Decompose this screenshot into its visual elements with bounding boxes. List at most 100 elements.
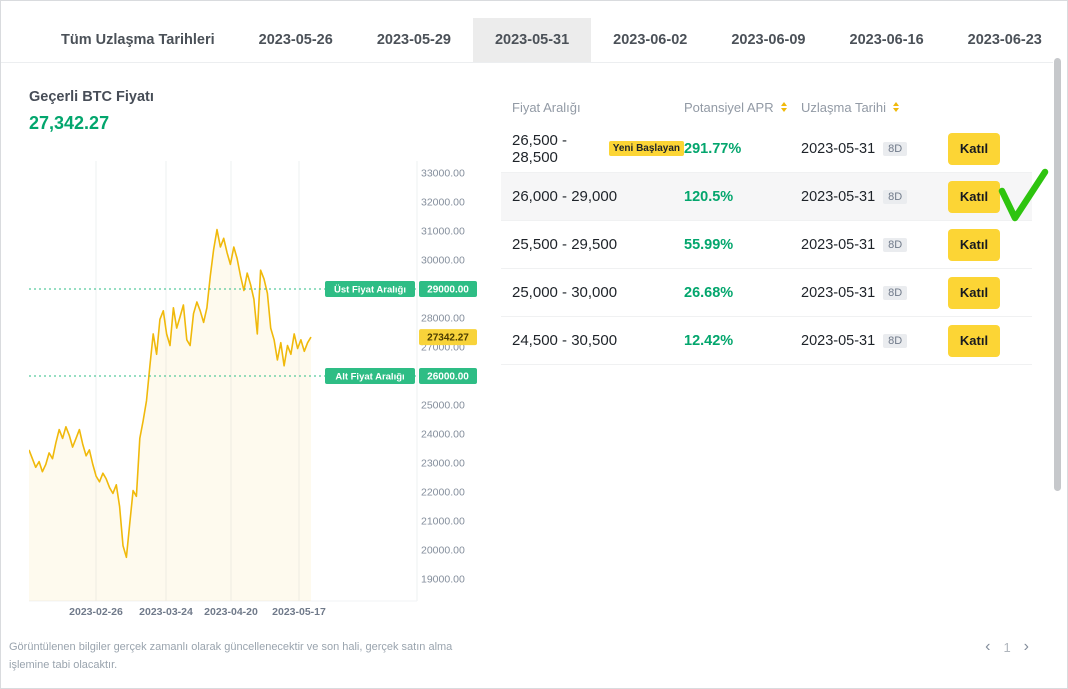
tab-label: 2023-05-29 <box>376 32 451 48</box>
settlement-date-cell: 2023-05-31 8D <box>801 189 948 205</box>
price-range-cell: 26,500 - 28,500 Yeni Başlayan <box>512 132 684 166</box>
tab-2023-06-02[interactable]: 2023-06-02 <box>591 18 709 62</box>
svg-text:30000.00: 30000.00 <box>421 255 465 267</box>
svg-text:20000.00: 20000.00 <box>421 545 465 557</box>
action-cell: Katıl <box>948 228 1032 261</box>
price-range: 26,000 - 29,000 <box>512 188 618 205</box>
tab-2023-06-09[interactable]: 2023-06-09 <box>709 18 827 62</box>
price-range-cell: 25,000 - 30,000 <box>512 284 684 301</box>
table-body: 26,500 - 28,500 Yeni Başlayan 291.77% 20… <box>501 125 1032 365</box>
action-cell: Katıl <box>948 324 1032 357</box>
subscribe-button[interactable]: Katıl <box>948 276 1000 309</box>
price-range: 25,500 - 29,500 <box>512 236 618 253</box>
header-settlement-date-label: Uzlaşma Tarihi <box>801 99 887 115</box>
price-range-cell: 26,000 - 29,000 <box>512 188 684 205</box>
current-price-title: Geçerli BTC Fiyatı <box>29 89 154 105</box>
disclaimer-text: Görüntülenen bilgiler gerçek zamanlı ola… <box>9 641 453 671</box>
table-row[interactable]: 24,500 - 30,500 12.42% 2023-05-31 8D Kat… <box>501 317 1032 365</box>
svg-text:21000.00: 21000.00 <box>421 516 465 528</box>
tab-label: 2023-05-31 <box>494 32 570 48</box>
tab-label: Tüm Uzlaşma Tarihleri <box>61 32 215 48</box>
apr-value: 26.68% <box>684 284 734 301</box>
tab-label: 2023-05-26 <box>258 32 333 48</box>
pagination: ‹ 1 › <box>985 639 1029 655</box>
svg-text:29000.00: 29000.00 <box>427 285 469 296</box>
price-range: 25,000 - 30,000 <box>512 284 618 301</box>
apr-value: 55.99% <box>684 236 734 253</box>
header-potential-apr-label: Potansiyel APR <box>684 99 774 115</box>
action-cell: Katıl <box>948 276 1032 309</box>
settlement-date-cell: 2023-05-31 8D <box>801 237 948 253</box>
tab-2023-05-26[interactable]: 2023-05-26 <box>237 18 355 62</box>
settlement-date: 2023-05-31 <box>801 236 876 253</box>
tab-2023-06-23[interactable]: 2023-06-23 <box>946 18 1064 62</box>
tab-2023-05-29[interactable]: 2023-05-29 <box>355 18 473 62</box>
subscribe-button[interactable]: Katıl <box>948 324 1000 357</box>
svg-text:2023-03-24: 2023-03-24 <box>139 606 193 618</box>
pagination-next-icon[interactable]: › <box>1023 638 1029 655</box>
tab-2023-06-16[interactable]: 2023-06-16 <box>828 18 946 62</box>
settlement-date-cell: 2023-05-31 8D <box>801 285 948 301</box>
subscribe-button[interactable]: Katıl <box>948 228 1000 261</box>
tab-label: 2023-06-02 <box>613 32 688 48</box>
table-row[interactable]: 25,000 - 30,000 26.68% 2023-05-31 8D Kat… <box>501 269 1032 317</box>
scrollbar-thumb[interactable] <box>1054 58 1061 491</box>
price-range: 26,500 - 28,500 <box>512 131 568 166</box>
header-settlement-date[interactable]: Uzlaşma Tarihi <box>801 100 948 115</box>
svg-text:Üst Fiyat Aralığı: Üst Fiyat Aralığı <box>334 285 406 296</box>
tab-label: 2023-06-09 <box>731 32 806 48</box>
svg-text:27342.27: 27342.27 <box>427 333 469 344</box>
settlement-date: 2023-05-31 <box>801 140 876 157</box>
pagination-prev-icon[interactable]: ‹ <box>985 638 991 655</box>
table-header: Fiyat Aralığı Potansiyel APR Uzlaşma Tar… <box>501 89 1032 125</box>
action-cell: Katıl <box>948 180 1032 213</box>
duration-badge: 8D <box>883 285 908 300</box>
price-range-cell: 24,500 - 30,500 <box>512 332 684 349</box>
subscribe-button[interactable]: Katıl <box>948 180 1000 213</box>
checkmark-annotation-icon <box>998 168 1049 222</box>
svg-text:32000.00: 32000.00 <box>421 197 465 209</box>
svg-text:2023-02-26: 2023-02-26 <box>69 606 123 618</box>
subscribe-button[interactable]: Katıl <box>948 132 1000 165</box>
header-price-range: Fiyat Aralığı <box>512 100 684 115</box>
sort-icon[interactable] <box>780 102 787 112</box>
new-listing-badge: Yeni Başlayan <box>608 141 684 156</box>
tab-label: 2023-06-16 <box>849 32 924 48</box>
sort-icon[interactable] <box>893 102 900 112</box>
btc-price-chart: 2023-02-26 2023-03-24 2023-04-20 2023-05-17… <box>29 161 477 618</box>
price-range: 24,500 - 30,500 <box>512 332 618 349</box>
settlement-date-tabs: Tüm Uzlaşma Tarihleri 2023-05-26 2023-05… <box>1 18 1053 63</box>
tab-2023-05-31[interactable]: 2023-05-31 <box>472 18 592 62</box>
settlement-date-cell: 2023-05-31 8D <box>801 141 948 157</box>
svg-text:24000.00: 24000.00 <box>421 429 465 441</box>
svg-text:28000.00: 28000.00 <box>421 313 465 325</box>
table-row[interactable]: 25,500 - 29,500 55.99% 2023-05-31 8D Kat… <box>501 221 1032 269</box>
svg-text:2023-04-20: 2023-04-20 <box>204 606 258 618</box>
header-price-range-label: Fiyat Aralığı <box>512 99 581 115</box>
duration-badge: 8D <box>883 189 908 204</box>
offers-table: Fiyat Aralığı Potansiyel APR Uzlaşma Tar… <box>501 89 1032 365</box>
apr-value: 12.42% <box>684 332 734 349</box>
tab-t-m-uzla-ma-tarihleri[interactable]: Tüm Uzlaşma Tarihleri <box>39 18 237 62</box>
settlement-date-cell: 2023-05-31 8D <box>801 333 948 349</box>
duration-badge: 8D <box>883 237 908 252</box>
table-row[interactable]: 26,000 - 29,000 120.5% 2023-05-31 8D Kat… <box>501 173 1032 221</box>
pagination-page-number: 1 <box>1003 639 1011 655</box>
price-range-cell: 25,500 - 29,500 <box>512 236 684 253</box>
svg-text:2023-05-17: 2023-05-17 <box>272 606 326 618</box>
svg-text:33000.00: 33000.00 <box>421 168 465 180</box>
svg-text:26000.00: 26000.00 <box>427 372 469 383</box>
table-row[interactable]: 26,500 - 28,500 Yeni Başlayan 291.77% 20… <box>501 125 1032 173</box>
apr-value: 291.77% <box>684 140 742 157</box>
header-potential-apr[interactable]: Potansiyel APR <box>684 100 801 115</box>
current-price-value: 27,342.27 <box>29 113 110 133</box>
svg-text:23000.00: 23000.00 <box>421 458 465 470</box>
apr-value: 120.5% <box>684 188 734 205</box>
tab-label: 2023-06-23 <box>967 32 1042 48</box>
settlement-date: 2023-05-31 <box>801 284 876 301</box>
duration-badge: 8D <box>883 141 908 156</box>
svg-text:31000.00: 31000.00 <box>421 226 465 238</box>
current-price-block: Geçerli BTC Fiyatı 27,342.27 <box>29 89 154 134</box>
svg-text:19000.00: 19000.00 <box>421 574 465 586</box>
